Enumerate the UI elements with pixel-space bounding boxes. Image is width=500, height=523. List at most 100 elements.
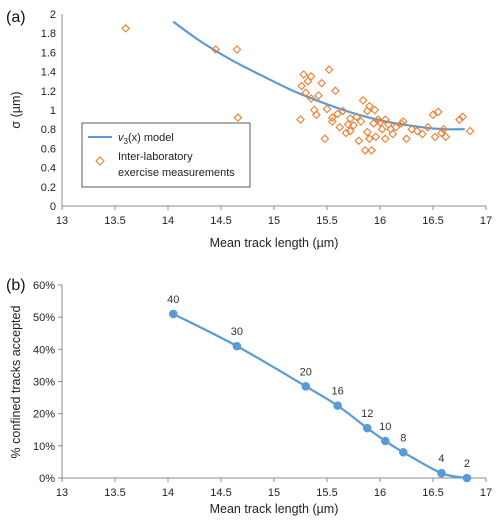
measurement-point	[465, 126, 475, 136]
measurement-point	[338, 106, 348, 116]
measurement-point	[396, 119, 406, 128]
y-tick-label: 10%	[33, 441, 55, 453]
panel-b-x-label: Mean track length (µm)	[210, 502, 339, 516]
measurement-point	[365, 101, 374, 111]
data-point	[437, 468, 446, 478]
measurement-point	[418, 129, 427, 139]
y-tick-label: 1.4	[41, 67, 56, 79]
panel-a-label: (a)	[6, 9, 26, 26]
panel-b-x-ticks: 13 13.5 14 14.5 15 15.5 16 16.5 17	[56, 478, 492, 499]
legend-diamond-swatch	[95, 156, 105, 166]
measurement-point	[367, 145, 376, 155]
data-point	[301, 382, 311, 391]
y-tick-label: 60%	[33, 280, 55, 292]
measurement-point	[360, 145, 370, 155]
measurement-point	[306, 94, 316, 103]
y-tick-label: 0.8	[41, 124, 56, 136]
measurement-point	[320, 134, 330, 144]
measurement-point	[458, 112, 468, 122]
panel-a-legend: v3(x) model Inter-laboratory exercise me…	[81, 122, 251, 188]
measurement-point	[322, 104, 332, 114]
panel-b-y-label: % confined tracks accepted	[9, 306, 23, 459]
legend-model-label: v3(x) model	[118, 132, 174, 146]
measurement-point	[356, 117, 366, 126]
measurement-point	[299, 70, 309, 79]
panel-a: (a) 0 0.2 0.4 0.6 0.8 1 1.2 1.4 1.6 1.8 2 13 13.5 14…	[6, 9, 492, 250]
panel-b-curve	[172, 312, 468, 480]
model-line	[172, 20, 465, 131]
x-tick-label: 17	[480, 487, 492, 499]
measurement-point	[324, 65, 334, 75]
measurement-point	[377, 124, 387, 134]
panel-a-y-label: σ (µm)	[9, 91, 23, 128]
legend-measurements-label: Inter-laboratory	[118, 151, 193, 163]
y-tick-label: 30%	[33, 377, 55, 389]
measurement-point	[402, 134, 411, 144]
data-point	[333, 401, 342, 410]
measurement-point	[331, 86, 340, 96]
x-tick-label: 15	[268, 487, 280, 499]
measurement-point	[335, 122, 345, 132]
measurement-point	[455, 115, 464, 124]
measurement-point	[407, 124, 417, 134]
measurement-point	[352, 112, 362, 122]
x-tick-label: 15.5	[316, 487, 337, 499]
measurement-point	[358, 96, 368, 105]
data-point	[362, 423, 372, 433]
y-tick-label: 1.2	[41, 86, 56, 98]
measurement-point	[345, 126, 355, 136]
data-point-label: 20	[300, 366, 312, 378]
measurement-point	[297, 81, 306, 91]
measurement-point	[380, 134, 390, 144]
measurement-point	[327, 117, 337, 126]
data-point-label: 40	[167, 294, 179, 306]
measurement-point	[296, 115, 305, 124]
measurement-point	[343, 120, 353, 129]
measurement-point	[365, 134, 374, 144]
panel-b-points	[169, 309, 472, 483]
measurement-point	[306, 72, 316, 81]
data-point-label: 8	[400, 432, 406, 444]
y-tick-label: 1	[50, 105, 56, 117]
measurement-point	[412, 126, 422, 136]
y-tick-label: 0	[50, 201, 56, 213]
measurement-point	[370, 105, 380, 115]
legend-measurements-label-line2: exercise measurements	[118, 167, 235, 179]
data-point-label: 2	[464, 458, 470, 470]
y-tick-label: 1.8	[41, 28, 56, 40]
measurement-point	[303, 76, 313, 86]
panel-a-model-curve	[172, 20, 465, 131]
measurement-point	[317, 78, 327, 88]
measurement-point	[371, 132, 381, 142]
x-tick-label: 13.5	[104, 487, 125, 499]
measurement-point	[423, 122, 433, 132]
measurement-point	[388, 129, 398, 139]
data-point-label: 10	[379, 421, 391, 433]
data-point	[169, 309, 178, 319]
measurement-point	[349, 120, 358, 130]
data-point	[232, 341, 242, 351]
y-tick-label: 0.2	[41, 182, 56, 194]
data-point-label: 12	[361, 408, 373, 420]
measurement-point	[391, 122, 401, 132]
x-tick-label: 16.5	[422, 215, 443, 227]
legend-box	[81, 122, 251, 188]
measurement-point	[312, 110, 321, 120]
measurement-point	[233, 113, 243, 123]
acceptance-line	[172, 312, 468, 480]
data-point	[462, 473, 472, 483]
x-tick-label: 14	[162, 487, 174, 499]
measurement-point	[121, 24, 130, 33]
measurement-point	[301, 88, 311, 98]
y-tick-label: 0%	[39, 473, 55, 485]
x-tick-label: 13	[56, 215, 68, 227]
panel-b-y-ticks: 0% 10% 20% 30% 40% 50% 60%	[33, 280, 62, 485]
y-tick-label: 0.6	[41, 143, 56, 155]
x-tick-label: 16	[374, 487, 386, 499]
measurement-point	[341, 128, 351, 138]
x-tick-label: 15.5	[316, 215, 337, 227]
panel-a-y-ticks: 0 0.2 0.4 0.6 0.8 1 1.2 1.4 1.6 1.8 2	[41, 9, 56, 213]
data-point	[381, 436, 390, 446]
measurement-point	[441, 132, 451, 142]
